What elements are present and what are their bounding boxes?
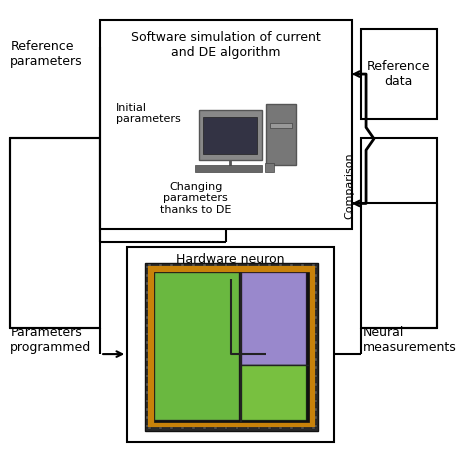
Bar	[236, 426, 238, 429]
Bar	[314, 391, 317, 394]
Bar	[314, 333, 317, 335]
Bar	[361, 29, 437, 119]
Bar	[170, 426, 173, 429]
Bar	[314, 341, 317, 344]
Bar	[146, 308, 149, 310]
Bar	[146, 383, 149, 386]
Bar	[146, 282, 149, 285]
Bar	[314, 408, 317, 411]
Bar	[214, 426, 217, 429]
Bar	[301, 426, 304, 429]
Bar	[155, 273, 239, 420]
Bar	[148, 426, 151, 429]
Bar	[145, 263, 318, 430]
Bar	[279, 426, 282, 429]
Bar	[314, 316, 317, 319]
Text: Changing
parameters
thanks to DE: Changing parameters thanks to DE	[160, 182, 231, 215]
Text: Reference
parameters: Reference parameters	[10, 40, 83, 68]
Bar	[314, 358, 317, 361]
Bar	[314, 375, 317, 377]
Text: Software simulation of current
and DE algorithm: Software simulation of current and DE al…	[131, 31, 321, 59]
Bar	[181, 426, 184, 429]
Bar	[146, 391, 149, 394]
Bar	[170, 264, 173, 266]
Bar	[242, 273, 306, 365]
Bar	[314, 399, 317, 402]
Bar	[242, 365, 306, 420]
Bar	[225, 264, 228, 266]
Text: Neural
measurements: Neural measurements	[363, 326, 456, 354]
Bar	[146, 299, 149, 302]
Text: Reference
data: Reference data	[367, 60, 430, 88]
Bar	[312, 426, 315, 429]
Bar	[225, 426, 228, 429]
Bar	[146, 350, 149, 352]
Bar	[314, 299, 317, 302]
Bar	[146, 324, 149, 327]
Bar	[146, 316, 149, 319]
Bar	[314, 366, 317, 369]
Bar	[203, 117, 257, 154]
Bar	[312, 264, 315, 266]
Bar	[290, 264, 293, 266]
Bar	[10, 138, 100, 329]
Bar	[314, 350, 317, 352]
Bar	[159, 426, 162, 429]
Bar	[150, 268, 313, 425]
Bar	[265, 163, 273, 172]
Bar	[146, 408, 149, 411]
Bar	[314, 266, 317, 268]
Bar	[314, 416, 317, 419]
Bar	[127, 247, 334, 442]
Bar	[266, 104, 296, 165]
Bar	[361, 138, 437, 329]
Bar	[192, 426, 195, 429]
Bar	[146, 274, 149, 277]
Bar	[148, 264, 151, 266]
Bar	[314, 274, 317, 277]
Bar	[146, 425, 149, 427]
Bar	[314, 425, 317, 427]
Bar	[257, 426, 260, 429]
Bar	[100, 20, 352, 229]
Text: Hardware neuron: Hardware neuron	[176, 254, 285, 266]
Bar	[146, 416, 149, 419]
Bar	[314, 324, 317, 327]
Bar	[314, 282, 317, 285]
Bar	[199, 111, 262, 160]
Bar	[192, 264, 195, 266]
Bar	[270, 123, 292, 128]
Bar	[314, 308, 317, 310]
Bar	[146, 333, 149, 335]
Bar	[290, 426, 293, 429]
Bar	[214, 264, 217, 266]
Bar	[146, 358, 149, 361]
Text: Parameters
programmed: Parameters programmed	[10, 326, 91, 354]
Bar	[146, 375, 149, 377]
Bar	[257, 264, 260, 266]
Bar	[154, 271, 309, 421]
Bar	[268, 426, 271, 429]
Bar	[146, 399, 149, 402]
Bar	[146, 291, 149, 293]
Bar	[146, 366, 149, 369]
Bar	[159, 264, 162, 266]
Bar	[181, 264, 184, 266]
Bar	[146, 266, 149, 268]
Bar	[314, 291, 317, 293]
Text: Initial
parameters: Initial parameters	[116, 103, 181, 124]
Bar	[236, 264, 238, 266]
Bar	[246, 264, 249, 266]
Bar	[203, 426, 206, 429]
Text: Comparison: Comparison	[345, 152, 355, 218]
Bar	[203, 264, 206, 266]
Bar	[194, 165, 262, 172]
Bar	[268, 264, 271, 266]
Bar	[146, 341, 149, 344]
Bar	[279, 264, 282, 266]
Bar	[301, 264, 304, 266]
Bar	[314, 383, 317, 386]
Bar	[246, 426, 249, 429]
